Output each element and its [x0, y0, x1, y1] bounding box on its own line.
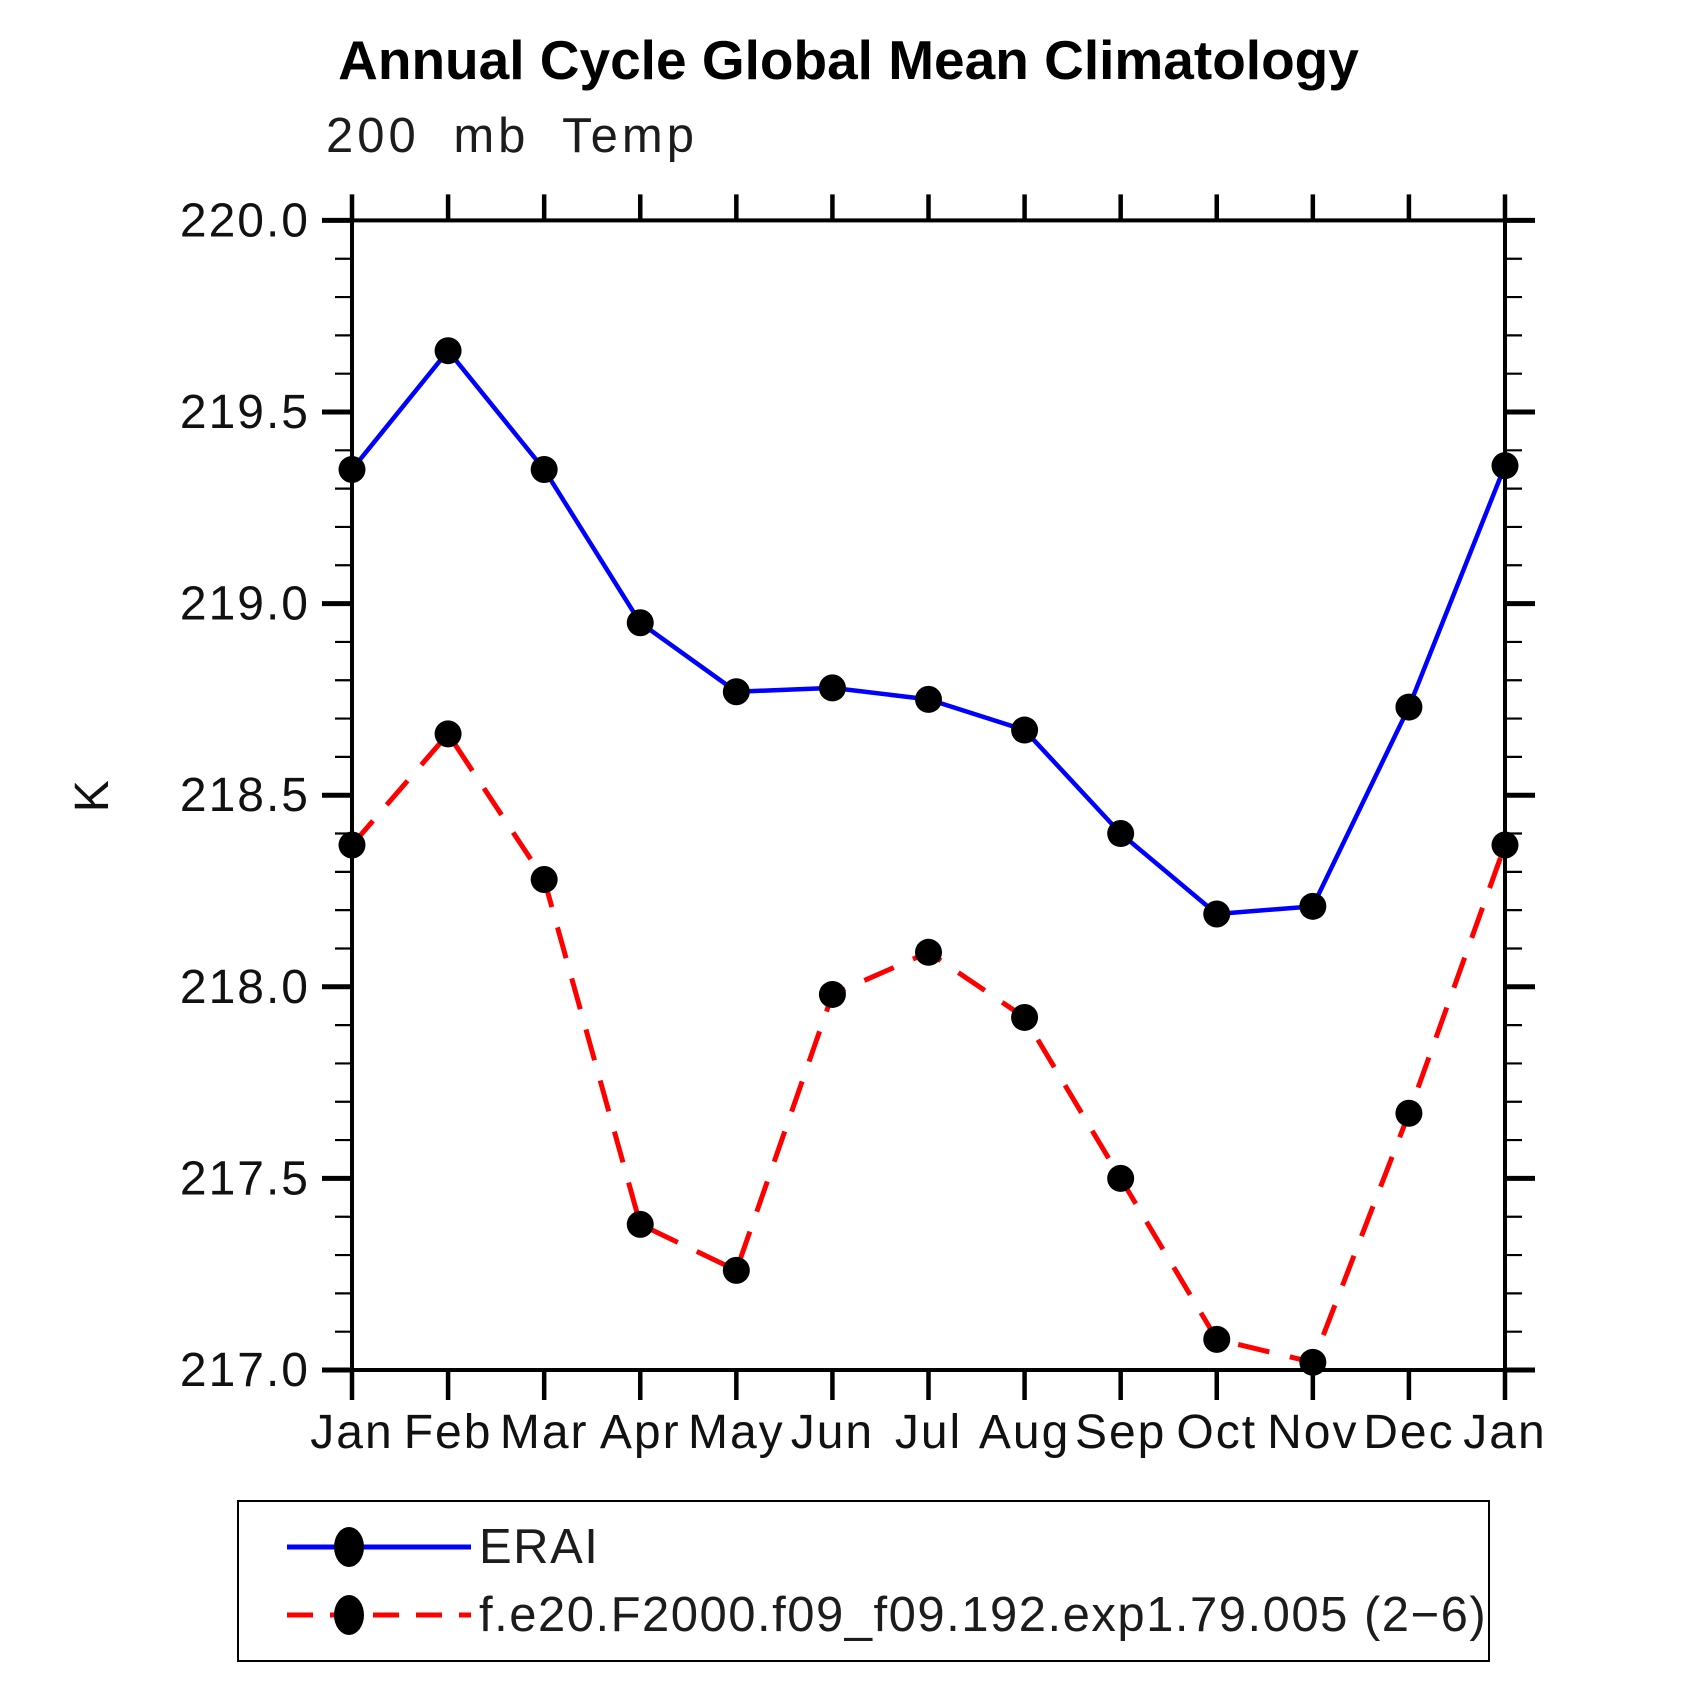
plot-border [350, 218, 1507, 1372]
data-point-marker [626, 1210, 654, 1238]
legend-marker-dot [334, 1527, 364, 1567]
x-tick-label: Mar [500, 1406, 589, 1459]
legend-swatch-erai [287, 1527, 471, 1567]
x-tick-label: Sep [1075, 1406, 1166, 1459]
legend-marker-dot [334, 1595, 364, 1635]
data-point-marker [338, 455, 366, 483]
x-tick-label: Apr [600, 1406, 681, 1459]
data-point-marker [1395, 693, 1423, 721]
x-tick-label: Jan [310, 1406, 393, 1459]
data-point-marker [1011, 716, 1039, 744]
y-tick-label: 219.0 [180, 578, 310, 631]
x-tick-label: Jul [895, 1406, 962, 1459]
y-tick-label: 219.5 [180, 386, 310, 439]
x-tick-label: Dec [1363, 1406, 1454, 1459]
y-tick-label: 218.0 [180, 961, 310, 1014]
data-point-marker [1107, 1164, 1135, 1192]
y-axis-title: K [66, 778, 119, 812]
y-tick-label: 217.5 [180, 1152, 310, 1205]
data-point-marker [1491, 452, 1519, 480]
data-point-marker [915, 685, 942, 713]
x-tick-label: Jun [791, 1406, 874, 1459]
legend-label-model: f.e20.F2000.f09_f09.192.exp1.79.005 (2−6… [479, 1588, 1488, 1642]
x-tick-label: Aug [979, 1406, 1070, 1459]
series-line-1 [350, 731, 1508, 1365]
data-point-marker [338, 831, 366, 859]
x-tick-label: Jan [1463, 1406, 1546, 1459]
data-point-marker [434, 720, 462, 748]
legend-swatch-model [287, 1595, 471, 1635]
data-point-marker [818, 980, 846, 1008]
legend-box: ERAI f.e20.F2000.f09_f09.192.exp1.79.005… [237, 1500, 1490, 1662]
y-tick-label: 217.0 [180, 1344, 310, 1397]
data-point-marker [1203, 900, 1231, 928]
x-tick-label: Feb [404, 1406, 493, 1459]
x-tick-label: Oct [1176, 1406, 1257, 1459]
data-point-marker [722, 678, 750, 706]
data-point-marker [915, 938, 942, 966]
data-point-marker [530, 455, 558, 483]
chart-title: Annual Cycle Global Mean Climatology [338, 29, 1359, 91]
data-point-marker [626, 609, 654, 637]
x-tick-label: Nov [1267, 1406, 1358, 1459]
legend-entry-model: f.e20.F2000.f09_f09.192.exp1.79.005 (2−6… [239, 1576, 1488, 1654]
data-point-marker [1011, 1003, 1039, 1031]
y-tick-label: 218.5 [180, 769, 310, 822]
legend-entry-erai: ERAI [239, 1508, 1488, 1586]
legend-label-erai: ERAI [479, 1520, 600, 1574]
data-point-marker [1107, 820, 1135, 848]
data-point-marker [818, 674, 846, 702]
data-point-marker [1491, 831, 1519, 859]
y-tick-label: 220.0 [180, 194, 310, 247]
data-point-marker [530, 866, 558, 894]
data-point-marker [722, 1256, 750, 1284]
data-point-marker [1299, 1348, 1327, 1376]
data-point-marker [1299, 892, 1327, 920]
chart-subtitle: 200 mb Temp [326, 109, 698, 163]
series-line-0 [350, 348, 1508, 917]
x-tick-label: May [688, 1406, 785, 1459]
data-point-marker [434, 337, 462, 365]
data-point-marker [1203, 1325, 1231, 1353]
data-point-marker [1395, 1099, 1423, 1127]
